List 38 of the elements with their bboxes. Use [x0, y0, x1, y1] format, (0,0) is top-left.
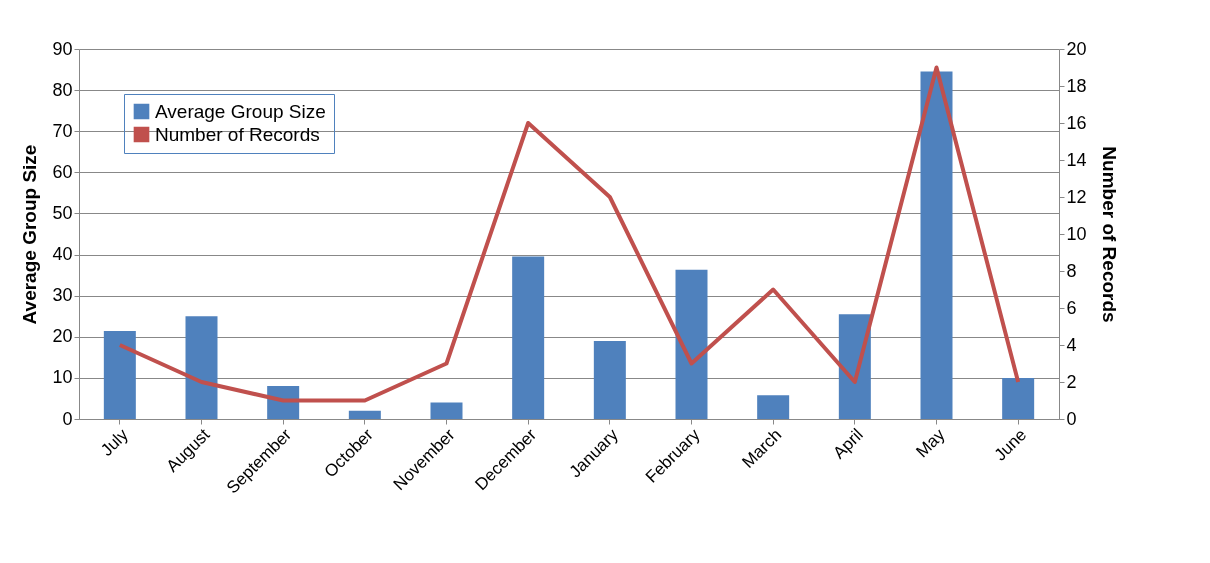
bar — [675, 269, 708, 419]
bar — [1002, 377, 1035, 419]
y-tick-label: 0 — [62, 408, 73, 429]
y2-tick-label: 18 — [1066, 75, 1087, 96]
y-tick-label: 50 — [52, 202, 73, 223]
legend-label: Number of Records — [155, 123, 320, 145]
y-tick-label: 60 — [52, 161, 73, 182]
y2-tick-label: 10 — [1066, 223, 1087, 244]
bar — [103, 331, 136, 419]
y-tick-label: 90 — [52, 38, 73, 59]
y2-tick-label: 6 — [1066, 297, 1077, 318]
y-tick-label: 10 — [52, 367, 73, 388]
bar — [185, 316, 218, 419]
y-tick-label: 70 — [52, 120, 73, 141]
line-series — [117, 65, 1021, 403]
bar — [430, 402, 463, 419]
x-tick-label: May — [912, 424, 949, 462]
y-tick-label: 80 — [52, 79, 73, 100]
y2-tick-label: 16 — [1066, 112, 1087, 133]
y-tick-label: 20 — [52, 326, 73, 347]
bar — [593, 340, 626, 419]
y2-tick-label: 14 — [1066, 149, 1087, 170]
bar — [920, 71, 953, 419]
y-tick-label: 40 — [52, 244, 73, 265]
y2-tick-label: 4 — [1066, 334, 1077, 355]
y-tick-label: 30 — [52, 285, 73, 306]
x-tick-label: July — [97, 424, 133, 460]
bar — [348, 410, 381, 419]
y2-tick-label: 20 — [1066, 38, 1087, 59]
y2-axis-title: Number of Records — [1098, 146, 1120, 323]
y2-tick-label: 8 — [1066, 260, 1077, 281]
y-axis-title: Average Group Size — [19, 144, 41, 325]
y2-tick-label: 2 — [1066, 371, 1077, 392]
y2-tick-label: 0 — [1066, 408, 1077, 429]
y2-tick-label: 12 — [1066, 186, 1087, 207]
legend-label: Average Group Size — [155, 100, 326, 122]
bar — [757, 395, 790, 419]
bar — [512, 256, 545, 419]
